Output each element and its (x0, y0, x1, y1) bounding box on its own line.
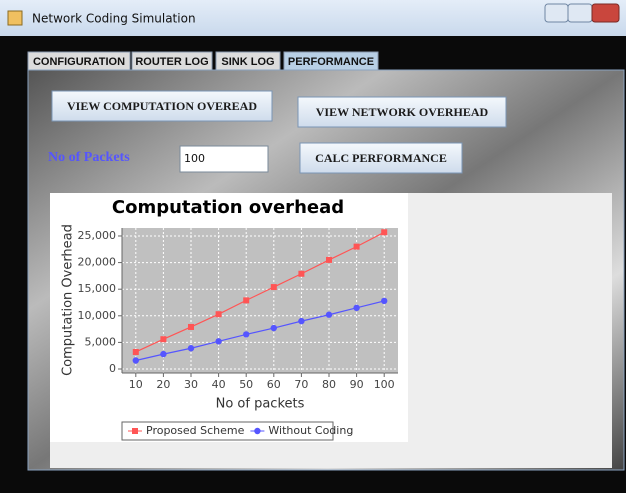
y-tick-label: 5,000 (85, 335, 117, 348)
marker (216, 311, 222, 317)
tab-label: PERFORMANCE (288, 56, 374, 68)
marker (353, 305, 359, 311)
minimize-button[interactable] (545, 4, 568, 22)
marker (133, 349, 139, 355)
chart-title: Computation overhead (112, 197, 344, 218)
button-label: CALC PERFORMANCE (315, 151, 447, 165)
x-tick-label: 30 (184, 378, 198, 391)
legend-label: Proposed Scheme (146, 424, 245, 437)
marker (188, 324, 194, 330)
close-button[interactable] (592, 4, 619, 22)
app-window: Network Coding Simulation CONFIGURATION R… (0, 0, 626, 493)
page: {"window": {"title": "Network Coding Sim… (0, 0, 626, 493)
y-axis-label: Computation Overhead (61, 224, 76, 376)
x-tick-label: 90 (350, 378, 364, 391)
app-icon (8, 11, 22, 25)
y-tick-label: 15,000 (78, 282, 117, 295)
marker (188, 345, 194, 351)
tab-label: SINK LOG (221, 56, 274, 68)
button[interactable]: VIEW NETWORK OVERHEAD (298, 97, 506, 127)
marker (326, 257, 332, 263)
maximize-button[interactable] (568, 4, 592, 22)
packets-label: No of Packets (48, 150, 130, 165)
marker (381, 229, 387, 235)
marker (243, 331, 249, 337)
x-tick-label: 20 (156, 378, 170, 391)
y-tick-label: 10,000 (78, 309, 117, 322)
marker (160, 351, 166, 357)
marker (298, 318, 304, 324)
button[interactable]: CALC PERFORMANCE (300, 143, 462, 173)
legend-label: Without Coding (268, 424, 353, 437)
legend: Proposed Scheme Without Coding (122, 422, 353, 440)
marker (354, 244, 360, 250)
marker (160, 336, 166, 342)
marker (326, 312, 332, 318)
button[interactable]: VIEW COMPUTATION OVEREAD (52, 91, 272, 121)
tab-label: CONFIGURATION (33, 56, 125, 68)
marker (215, 338, 221, 344)
button-label: VIEW NETWORK OVERHEAD (316, 105, 489, 119)
tab[interactable]: PERFORMANCE (284, 52, 378, 70)
button-label: VIEW COMPUTATION OVEREAD (67, 99, 257, 113)
marker (133, 357, 139, 363)
y-tick-label: 20,000 (78, 256, 117, 269)
x-tick-label: 60 (267, 378, 281, 391)
x-tick-label: 50 (239, 378, 253, 391)
tab[interactable]: SINK LOG (216, 52, 280, 70)
tab[interactable]: CONFIGURATION (28, 52, 130, 70)
x-tick-label: 80 (322, 378, 336, 391)
x-tick-label: 70 (294, 378, 308, 391)
x-tick-label: 100 (374, 378, 395, 391)
marker (243, 297, 249, 303)
marker (271, 325, 277, 331)
window-title: Network Coding Simulation (32, 12, 196, 26)
y-tick-label: 0 (109, 362, 116, 375)
tab-label: ROUTER LOG (135, 56, 208, 68)
x-axis-label: No of packets (216, 397, 305, 412)
marker (381, 298, 387, 304)
marker (271, 284, 277, 290)
x-tick-label: 40 (212, 378, 226, 391)
marker (298, 271, 304, 277)
y-tick-label: 25,000 (78, 229, 117, 242)
tab[interactable]: ROUTER LOG (132, 52, 212, 70)
marker (132, 428, 138, 434)
marker (254, 428, 260, 434)
x-tick-label: 10 (129, 378, 143, 391)
packets-input-value: 100 (184, 152, 205, 165)
